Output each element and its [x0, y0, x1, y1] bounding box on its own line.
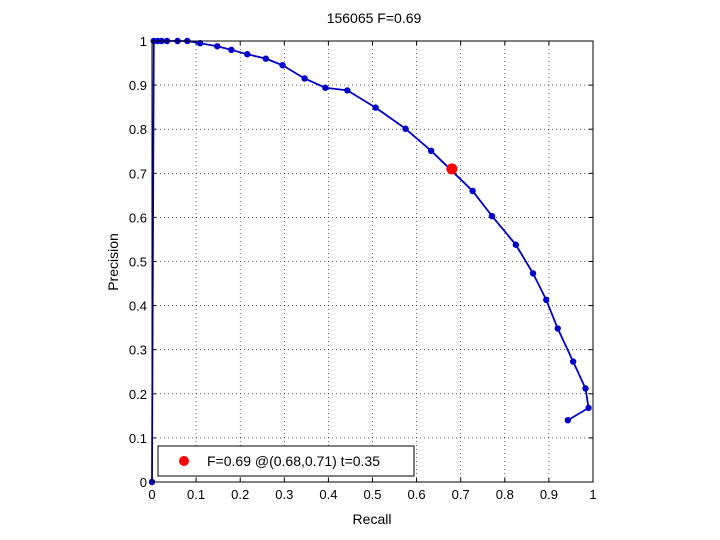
x-tick-label: 0.5	[363, 487, 381, 502]
data-point	[228, 46, 235, 54]
data-point	[262, 55, 269, 62]
legend: F=0.69 @(0.68,0.71) t=0.35	[157, 445, 415, 477]
x-tick-label: 0.2	[231, 487, 249, 502]
y-axis-label: Precision	[105, 233, 121, 291]
y-tick-label: 0.7	[129, 166, 147, 181]
legend-marker	[179, 456, 189, 466]
best-f-point	[446, 163, 458, 175]
data-point	[543, 296, 550, 304]
data-point	[569, 358, 577, 365]
y-tick-label: 0.2	[129, 387, 147, 402]
y-tick-label: 0.8	[129, 122, 147, 137]
y-tick-label: 1	[140, 34, 147, 49]
data-point	[301, 75, 308, 82]
data-point	[344, 87, 351, 94]
y-tick-label: 0.4	[129, 299, 147, 314]
x-tick-label: 0.8	[496, 487, 514, 502]
data-point	[582, 385, 589, 392]
data-point	[402, 125, 409, 132]
y-tick-label: 0.1	[129, 431, 147, 446]
chart-title: 156065 F=0.69	[327, 10, 422, 26]
data-point	[244, 51, 251, 58]
y-tick-label: 0.3	[129, 343, 147, 358]
data-point	[279, 62, 286, 69]
x-tick-label: 0.3	[275, 487, 293, 502]
x-tick-label: 0.6	[408, 487, 426, 502]
x-tick-label: 0.9	[540, 487, 558, 502]
data-point	[564, 417, 572, 424]
plot-frame	[151, 40, 594, 483]
y-tick-label: 0.9	[129, 78, 147, 93]
data-point	[322, 84, 329, 91]
data-point	[529, 270, 537, 277]
y-tick-label: 0	[140, 475, 147, 490]
data-point	[469, 187, 476, 195]
x-tick-label: 0	[148, 487, 155, 502]
tick-labels: 0 0.1 0.2 0.3 0.4 0.5 0.6 0.7 0.8 0.9 1 0 0.1 0.2 0.3 0…	[129, 34, 597, 502]
data-point	[427, 147, 435, 155]
y-tick-label: 0.5	[129, 255, 147, 270]
y-tick-label: 0.6	[129, 210, 147, 225]
x-axis-label: Recall	[353, 511, 392, 527]
data-point	[554, 325, 561, 332]
x-tick-label: 0.4	[319, 487, 337, 502]
data-point	[214, 43, 221, 50]
data-point	[585, 404, 592, 412]
legend-box	[157, 445, 415, 477]
x-tick-label: 1	[589, 487, 596, 502]
data-point	[488, 212, 496, 220]
legend-label: F=0.69 @(0.68,0.71) t=0.35	[207, 453, 380, 469]
x-tick-label: 0.1	[187, 487, 205, 502]
data-point	[372, 104, 379, 111]
data-point	[512, 241, 520, 248]
data-point	[196, 40, 204, 47]
grid	[152, 41, 593, 482]
x-tick-label: 0.7	[452, 487, 470, 502]
